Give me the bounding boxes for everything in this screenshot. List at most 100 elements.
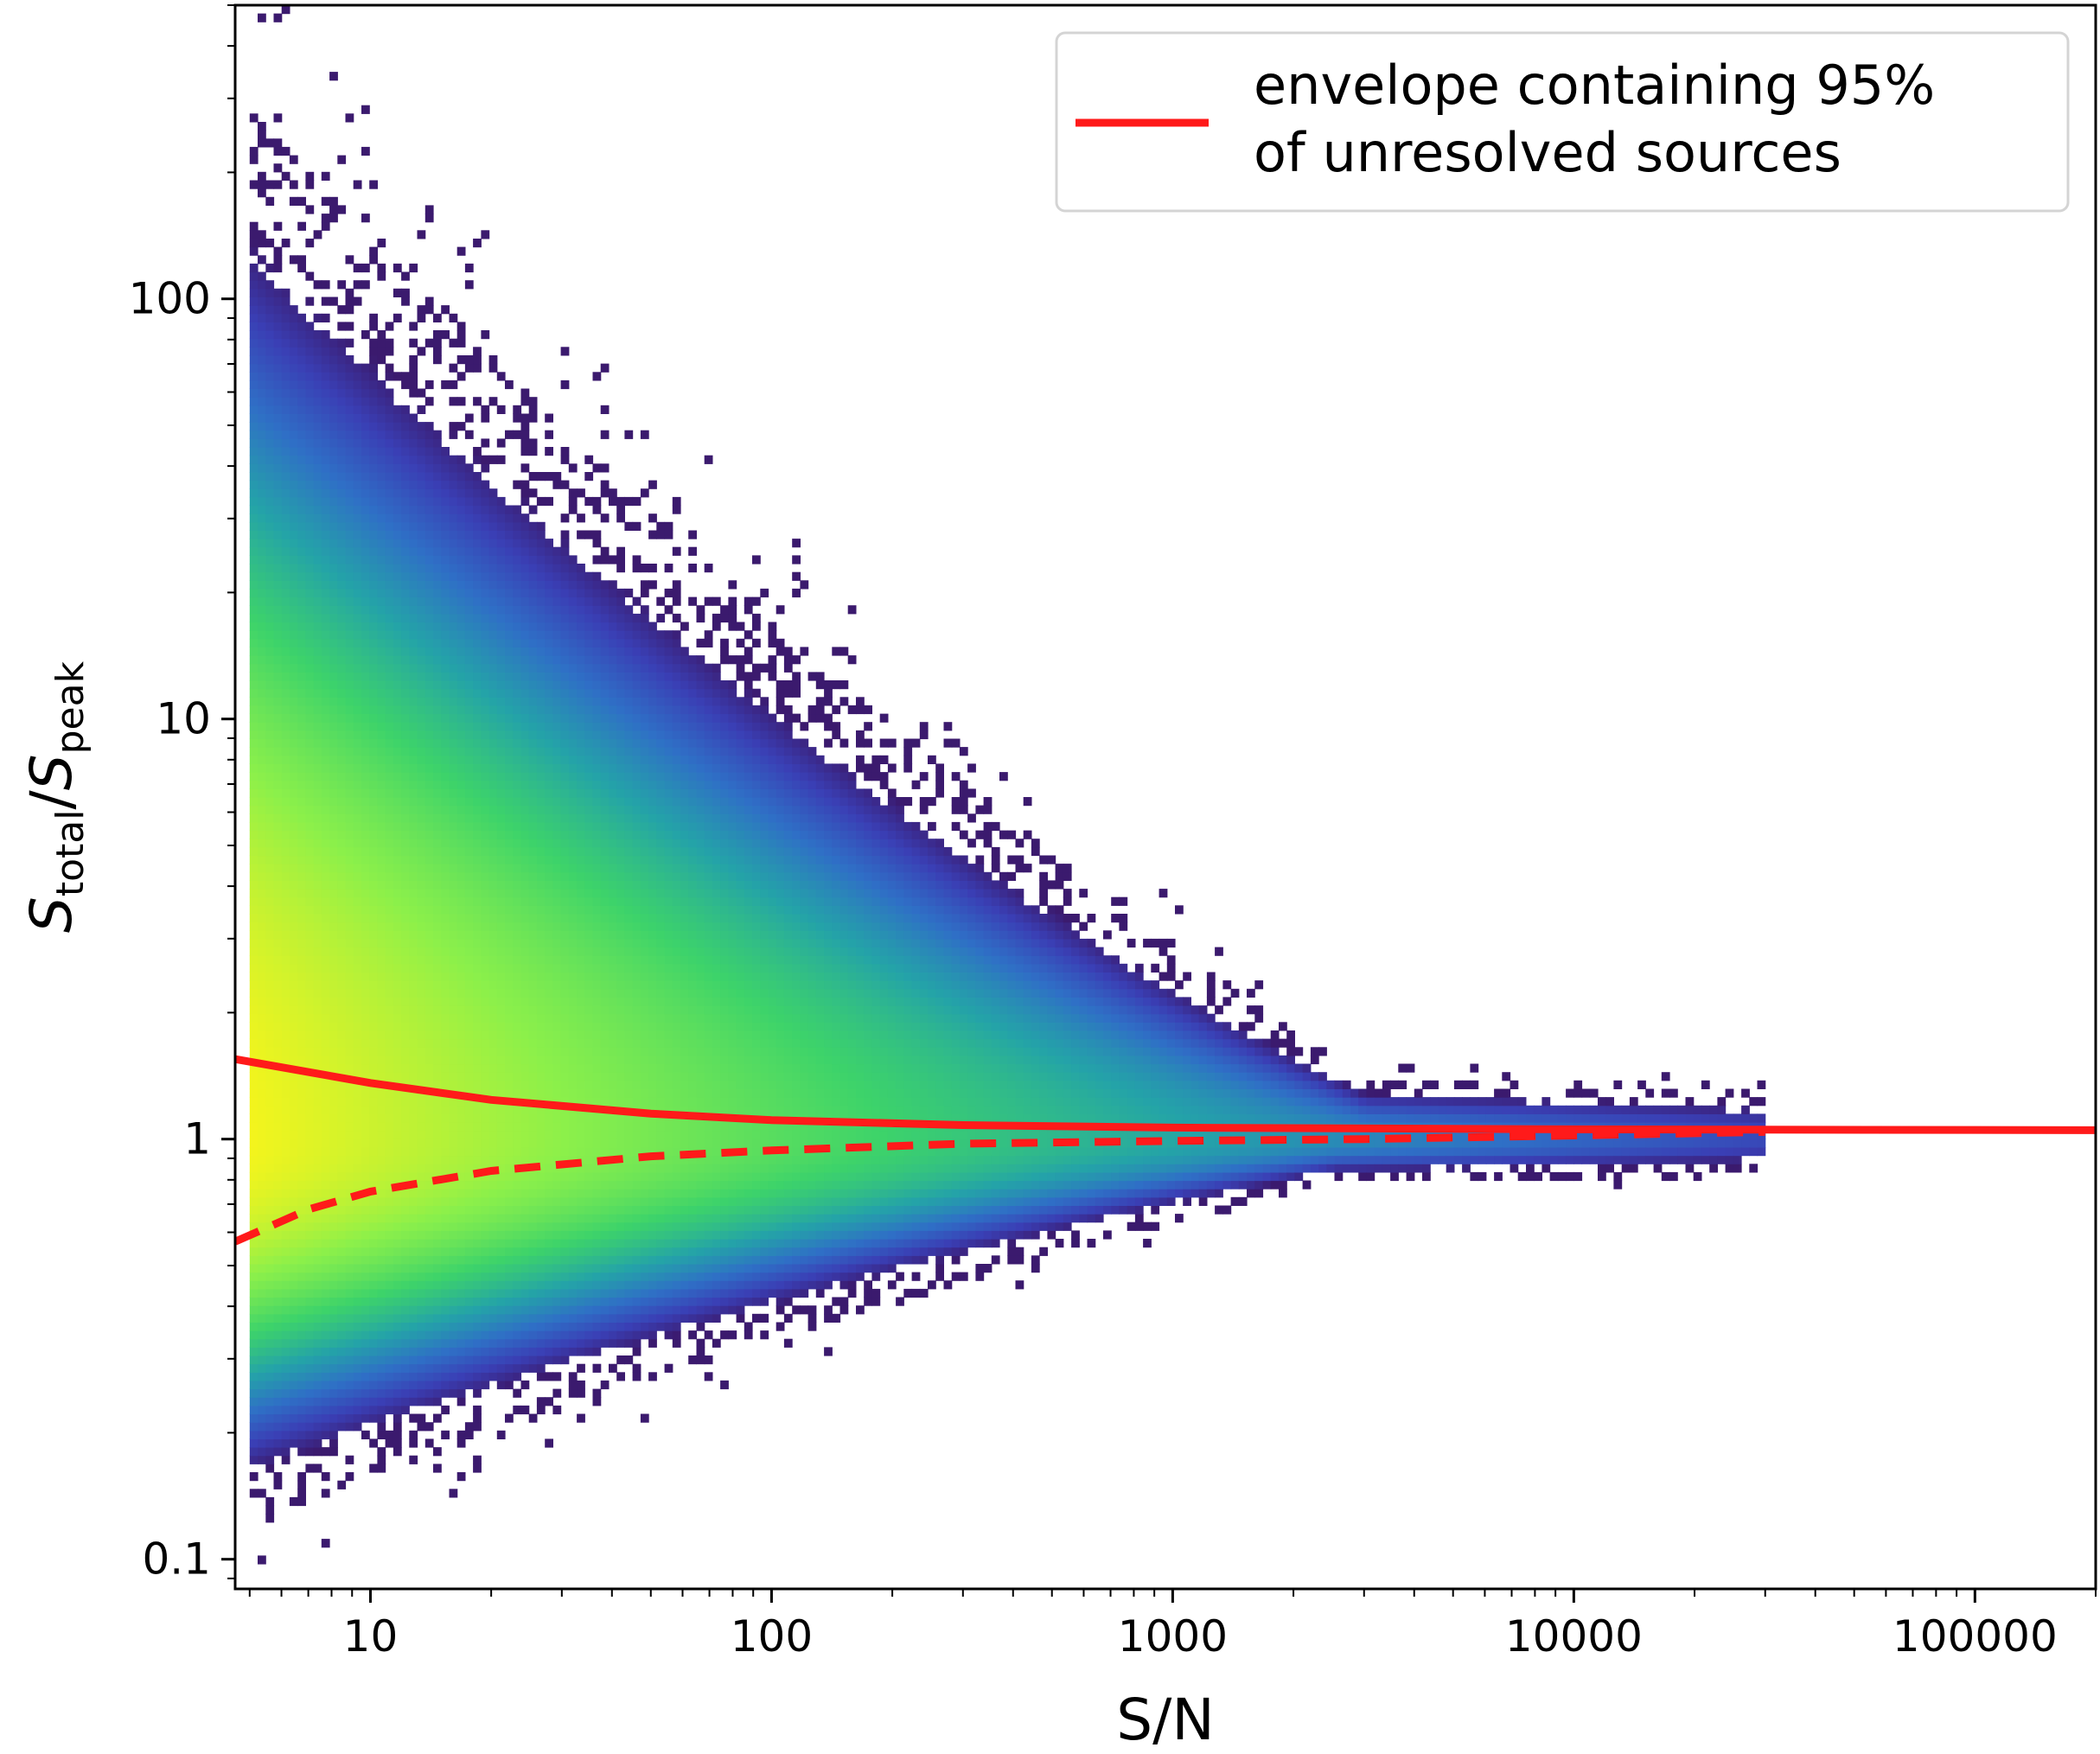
density-cell — [505, 980, 514, 990]
density-cell — [424, 1264, 434, 1273]
density-cell — [536, 1221, 546, 1231]
density-cell — [473, 605, 482, 615]
density-cell — [401, 947, 410, 956]
density-cell — [361, 496, 370, 507]
density-cell — [345, 1005, 354, 1015]
density-cell — [265, 480, 275, 489]
density-cell — [273, 571, 283, 581]
density-cell — [345, 513, 354, 523]
density-cell — [345, 1097, 354, 1107]
density-cell — [433, 880, 442, 890]
density-cell — [249, 530, 259, 539]
density-cell — [505, 1413, 514, 1423]
density-cell — [385, 1272, 394, 1281]
density-cell — [353, 539, 362, 548]
density-cell — [361, 1430, 370, 1439]
density-cell — [545, 688, 553, 698]
density-cell — [424, 864, 434, 873]
density-cell — [353, 905, 362, 915]
density-cell — [297, 330, 306, 340]
density-cell — [289, 1230, 298, 1240]
density-cell — [464, 755, 474, 764]
density-cell — [313, 1347, 322, 1356]
density-cell — [545, 1280, 553, 1290]
density-cell — [401, 271, 410, 281]
density-cell — [361, 555, 370, 564]
density-cell — [536, 521, 546, 531]
density-cell — [281, 1330, 290, 1340]
density-cell — [369, 255, 378, 265]
density-cell — [449, 463, 458, 473]
density-cell — [536, 963, 546, 973]
density-cell — [345, 922, 354, 931]
density-cell — [409, 855, 418, 864]
density-cell — [305, 1388, 315, 1398]
density-cell — [513, 1255, 522, 1265]
density-cell — [505, 988, 514, 998]
density-cell — [305, 1413, 315, 1423]
density-cell — [273, 397, 283, 406]
density-cell — [297, 1347, 306, 1356]
density-cell — [305, 480, 315, 489]
density-cell — [401, 805, 410, 814]
density-cell — [424, 605, 434, 615]
density-cell — [505, 755, 514, 764]
density-cell — [505, 613, 514, 623]
density-cell — [305, 1155, 315, 1164]
density-cell — [361, 1214, 370, 1223]
density-cell — [488, 839, 498, 848]
density-cell — [417, 647, 426, 656]
density-cell — [297, 196, 306, 206]
density-cell — [249, 880, 259, 890]
density-cell — [353, 1247, 362, 1256]
density-cell — [520, 1196, 530, 1206]
density-cell — [473, 630, 482, 640]
density-cell — [401, 1130, 410, 1139]
density-cell — [369, 363, 378, 373]
density-cell — [449, 1247, 458, 1256]
density-cell — [424, 622, 434, 631]
density-cell — [321, 1330, 330, 1340]
density-cell — [353, 722, 362, 731]
density-cell — [505, 930, 514, 940]
density-cell — [449, 580, 458, 590]
density-cell — [305, 1147, 315, 1157]
density-cell — [377, 705, 386, 715]
density-cell — [536, 672, 546, 681]
density-cell — [496, 855, 506, 864]
density-cell — [297, 1438, 306, 1448]
density-cell — [505, 1189, 514, 1198]
density-cell — [377, 680, 386, 690]
density-cell — [449, 1372, 458, 1381]
density-cell — [337, 871, 347, 881]
density-cell — [496, 1063, 506, 1073]
density-cell — [473, 580, 482, 590]
density-cell — [393, 963, 402, 973]
density-cell — [353, 1422, 362, 1432]
density-cell — [473, 922, 482, 931]
density-cell — [441, 613, 450, 623]
density-cell — [385, 322, 394, 331]
density-cell — [464, 1147, 474, 1157]
density-cell — [265, 980, 275, 990]
density-cell — [481, 972, 490, 981]
density-cell — [369, 397, 378, 406]
density-cell — [409, 555, 418, 564]
density-cell — [417, 730, 426, 740]
density-cell — [473, 596, 482, 606]
density-cell — [313, 463, 322, 473]
density-cell — [281, 889, 290, 898]
density-cell — [433, 896, 442, 906]
density-cell — [321, 1447, 330, 1457]
density-cell — [496, 555, 506, 564]
density-cell — [433, 588, 442, 598]
density-cell — [345, 1280, 354, 1290]
density-cell — [361, 638, 370, 647]
density-cell — [305, 588, 315, 598]
density-cell — [361, 546, 370, 556]
density-cell — [385, 539, 394, 548]
density-cell — [321, 380, 330, 390]
density-cell — [265, 521, 275, 531]
density-cell — [337, 947, 347, 956]
density-cell — [433, 1338, 442, 1348]
